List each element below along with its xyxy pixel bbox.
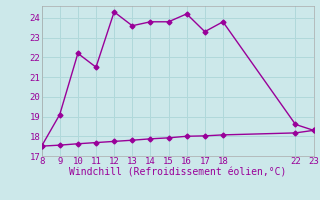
X-axis label: Windchill (Refroidissement éolien,°C): Windchill (Refroidissement éolien,°C) bbox=[69, 168, 286, 178]
